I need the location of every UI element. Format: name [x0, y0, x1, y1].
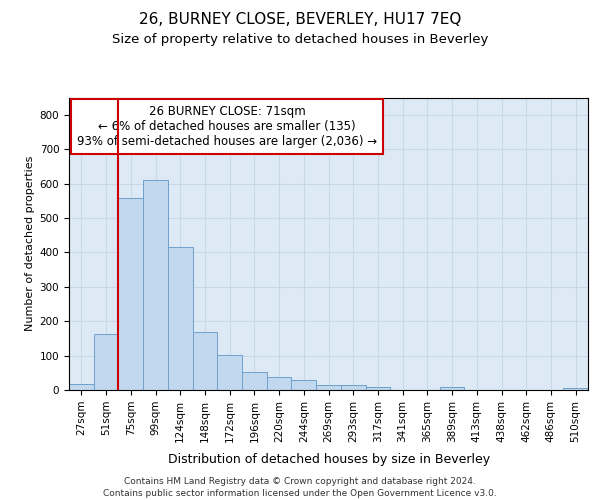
- Bar: [563, 388, 588, 390]
- Bar: [168, 247, 193, 390]
- Text: Contains HM Land Registry data © Crown copyright and database right 2024.: Contains HM Land Registry data © Crown c…: [124, 478, 476, 486]
- Bar: [341, 385, 365, 390]
- Y-axis label: Number of detached properties: Number of detached properties: [25, 156, 35, 332]
- Bar: [440, 387, 464, 390]
- Text: Distribution of detached houses by size in Beverley: Distribution of detached houses by size …: [168, 452, 490, 466]
- Bar: [69, 384, 94, 390]
- Bar: [94, 334, 118, 390]
- Text: 26, BURNEY CLOSE, BEVERLEY, HU17 7EQ: 26, BURNEY CLOSE, BEVERLEY, HU17 7EQ: [139, 12, 461, 28]
- Bar: [365, 386, 390, 390]
- Bar: [143, 180, 168, 390]
- Bar: [242, 372, 267, 390]
- Bar: [316, 385, 341, 390]
- Bar: [193, 332, 217, 390]
- Text: Size of property relative to detached houses in Beverley: Size of property relative to detached ho…: [112, 32, 488, 46]
- Bar: [267, 376, 292, 390]
- Bar: [292, 380, 316, 390]
- Bar: [217, 354, 242, 390]
- Text: 26 BURNEY CLOSE: 71sqm
← 6% of detached houses are smaller (135)
93% of semi-det: 26 BURNEY CLOSE: 71sqm ← 6% of detached …: [77, 105, 377, 148]
- Bar: [118, 198, 143, 390]
- Text: Contains public sector information licensed under the Open Government Licence v3: Contains public sector information licen…: [103, 489, 497, 498]
